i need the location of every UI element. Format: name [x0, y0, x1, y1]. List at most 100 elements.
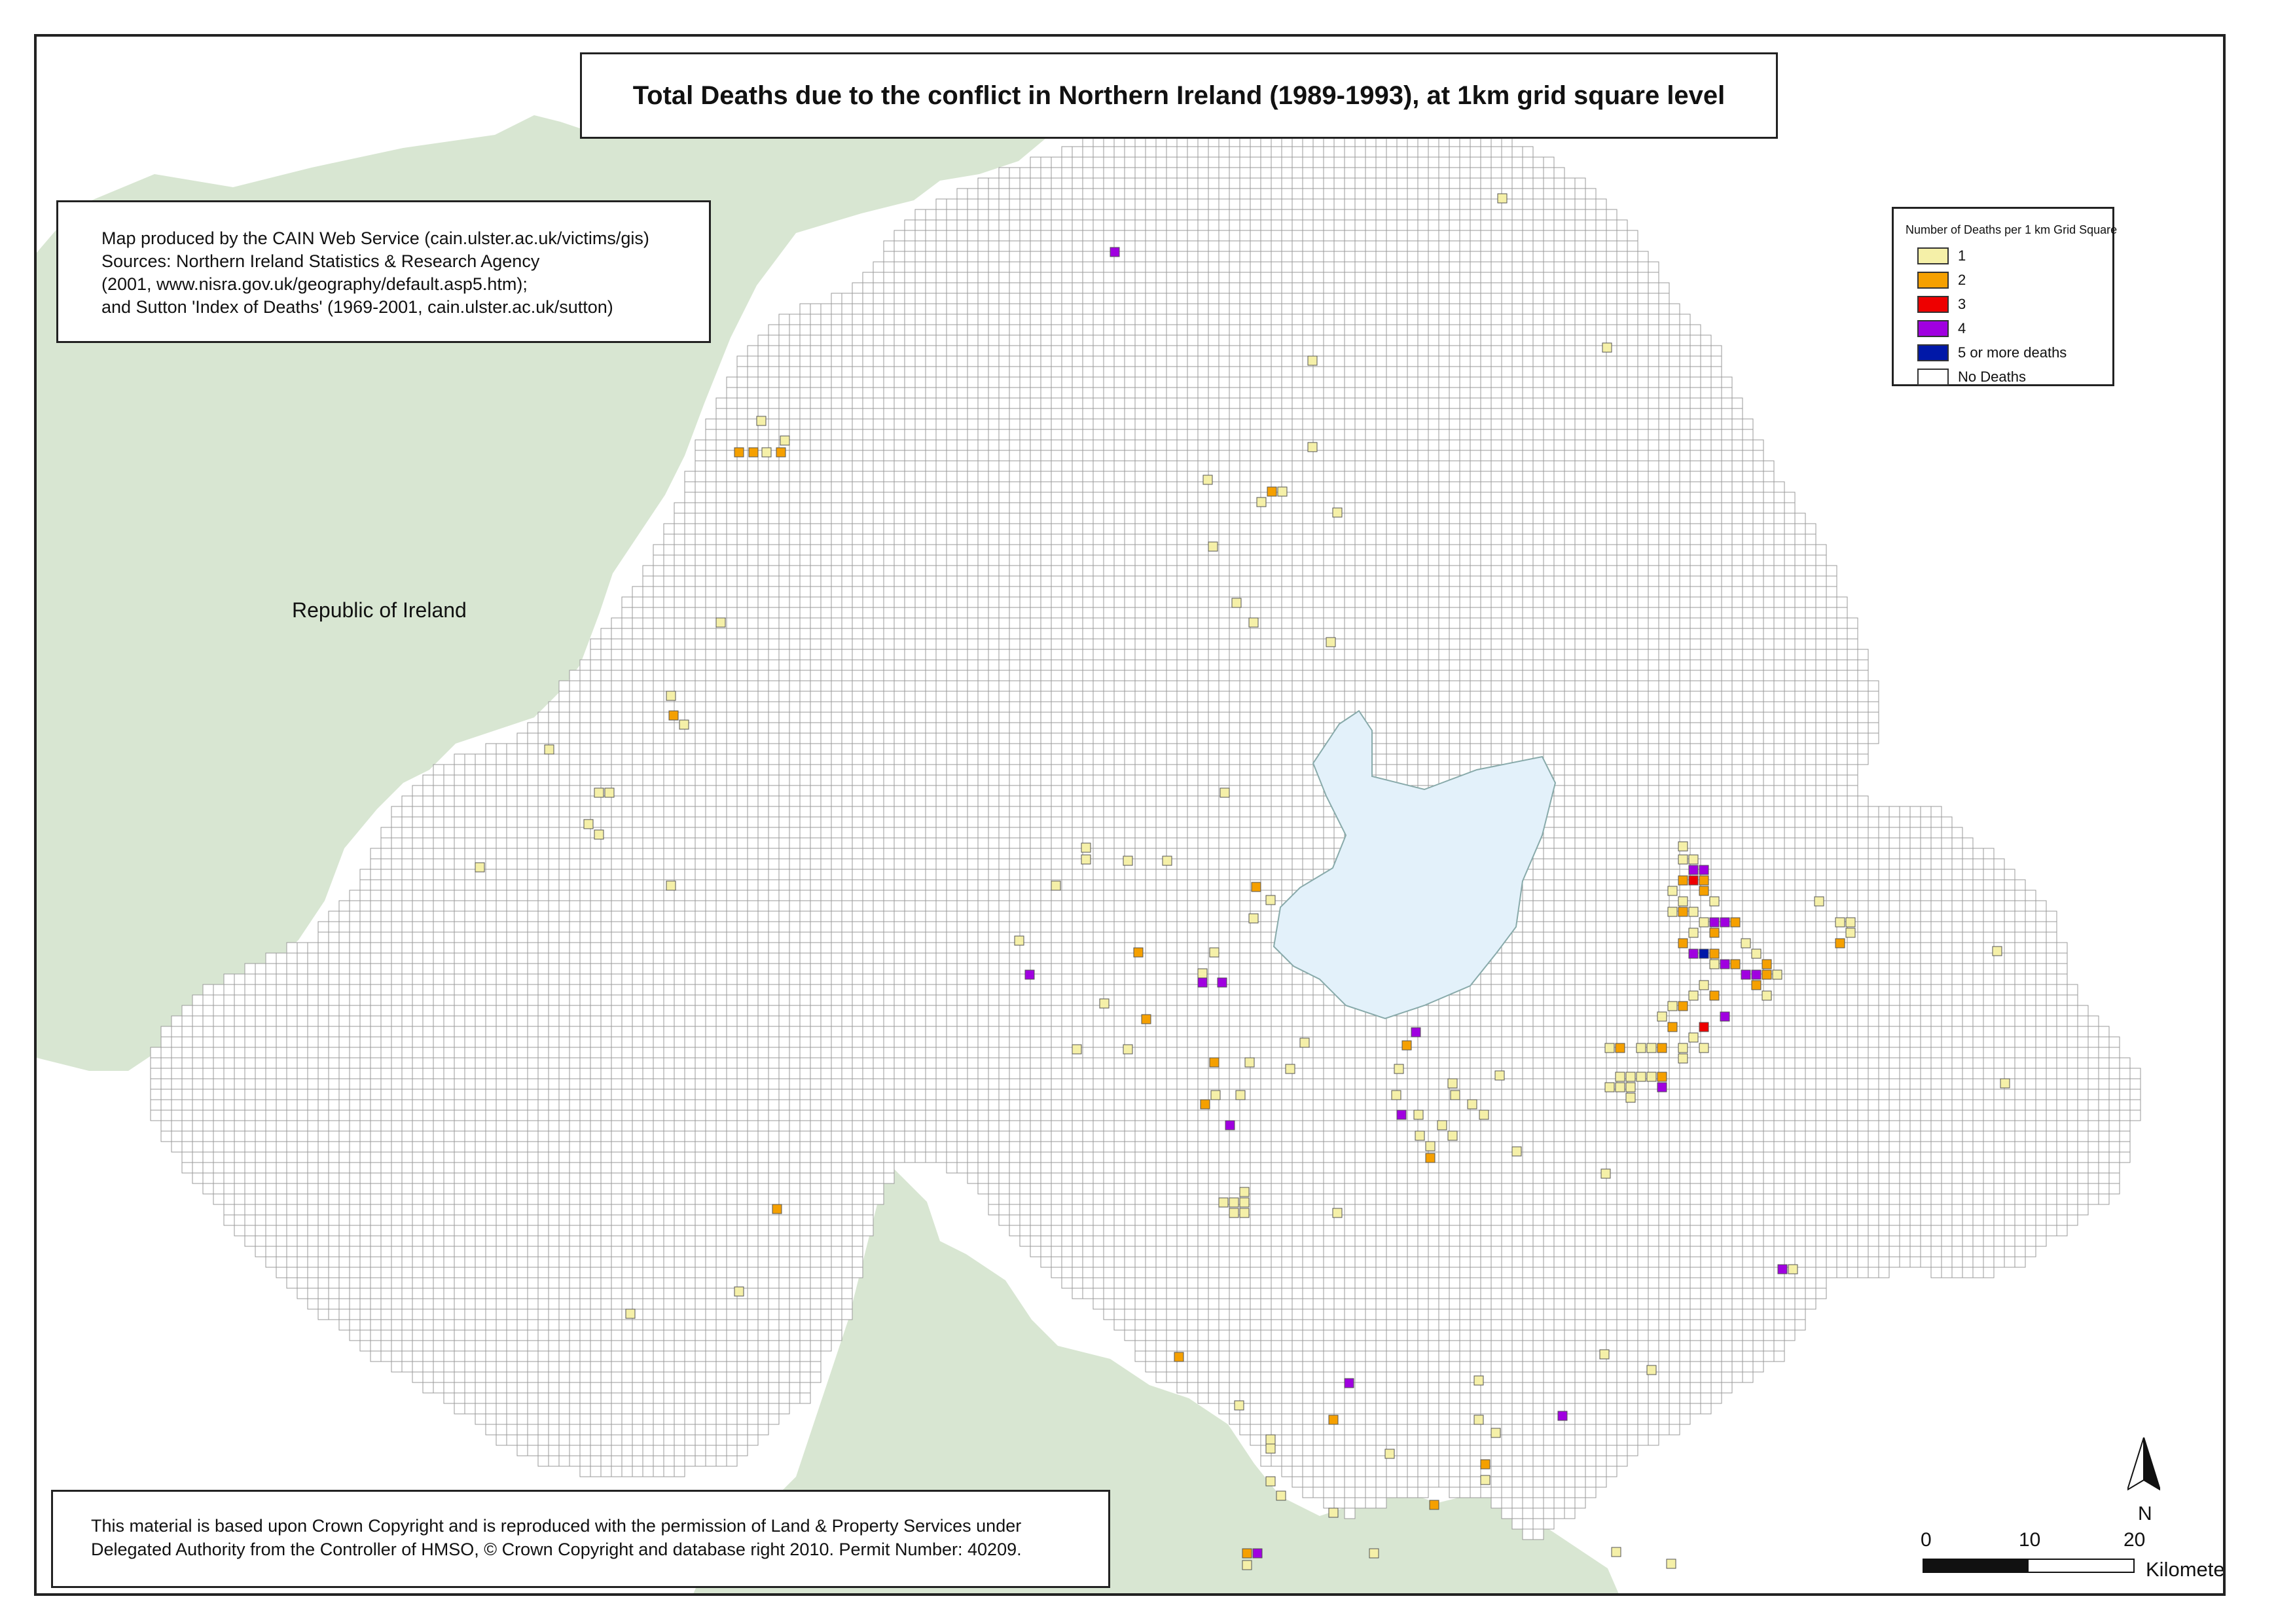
death-cell — [1599, 1349, 1610, 1360]
death-cell — [734, 447, 744, 458]
death-cell — [475, 862, 485, 873]
death-cell — [1210, 1090, 1221, 1100]
copyright-line: Delegated Authority from the Controller … — [91, 1540, 1022, 1559]
death-cell — [1666, 1559, 1676, 1569]
death-cell — [1646, 1043, 1657, 1053]
death-cell — [1344, 1378, 1354, 1388]
death-cell — [1494, 1070, 1505, 1081]
death-cell — [1678, 938, 1688, 948]
death-cell — [1256, 497, 1267, 507]
death-cell — [1720, 1011, 1730, 1022]
death-cell — [715, 617, 726, 628]
ni-grid — [150, 73, 2141, 1540]
death-cell — [1688, 865, 1699, 875]
death-cell — [1265, 1476, 1276, 1487]
legend-swatch — [1917, 295, 1949, 313]
death-cell — [1511, 1146, 1522, 1157]
legend-swatch — [1917, 271, 1949, 289]
death-cell — [1265, 1434, 1276, 1445]
death-cell — [1234, 1400, 1244, 1411]
death-cell — [1636, 1072, 1646, 1082]
death-cell — [1667, 886, 1678, 896]
death-cell — [1762, 990, 1772, 1001]
death-cell — [1267, 486, 1277, 497]
death-cell — [1688, 948, 1699, 959]
death-cell — [1699, 917, 1709, 928]
death-cell — [1220, 787, 1230, 798]
death-cell — [1209, 1057, 1220, 1068]
legend-label: 4 — [1958, 319, 1966, 336]
death-cell — [1239, 1197, 1250, 1208]
legend-label: No Deaths — [1958, 368, 2026, 385]
death-cell — [1611, 1547, 1621, 1557]
death-cell — [1709, 896, 1720, 907]
death-cell — [1413, 1110, 1424, 1120]
title-box: Total Deaths due to the conflict in Nort… — [580, 52, 1778, 139]
death-cell — [772, 1204, 782, 1214]
death-cell — [1678, 854, 1688, 865]
death-cell — [1467, 1099, 1477, 1110]
death-cell — [1437, 1120, 1447, 1130]
death-cell — [1229, 1197, 1239, 1208]
roi-label: Republic of Ireland — [292, 598, 467, 622]
death-cell — [1788, 1264, 1798, 1274]
death-cell — [1197, 968, 1208, 979]
death-cell — [1276, 1490, 1286, 1501]
death-cell — [1678, 875, 1688, 886]
death-cell — [1248, 617, 1259, 628]
death-cell — [1209, 947, 1220, 958]
death-cell — [1688, 990, 1699, 1001]
death-cell — [1688, 907, 1699, 917]
death-cell — [1202, 475, 1213, 485]
death-cell — [1667, 1001, 1678, 1011]
legend-swatch — [1917, 247, 1949, 264]
death-cell — [1699, 865, 1709, 875]
death-cell — [1709, 948, 1720, 959]
death-cell — [1777, 1264, 1788, 1274]
death-cell — [734, 1286, 744, 1297]
death-cell — [1762, 959, 1772, 969]
death-cell — [1678, 841, 1688, 852]
death-cell — [1646, 1365, 1657, 1375]
death-cell — [1625, 1072, 1636, 1082]
legend-item: 2 — [1906, 268, 2112, 292]
death-cell — [1024, 969, 1035, 980]
credit-line: Map produced by the CAIN Web Service (ca… — [101, 228, 649, 248]
death-cell — [1751, 948, 1762, 959]
credit-line: (2001, www.nisra.gov.uk/geography/defaul… — [101, 274, 528, 294]
death-cell — [1604, 1082, 1615, 1092]
death-cell — [1688, 854, 1699, 865]
death-cell — [1244, 1057, 1255, 1068]
lough-neagh — [1273, 710, 1557, 1020]
death-cell — [1141, 1014, 1151, 1024]
death-cell — [1162, 856, 1172, 866]
death-cell — [1123, 856, 1133, 866]
legend-label: 1 — [1958, 247, 1966, 264]
death-cell — [1657, 1082, 1667, 1092]
death-cell — [1099, 998, 1110, 1009]
death-cell — [1081, 842, 1091, 853]
death-cell — [1248, 913, 1259, 924]
scale-tick-label: 0 — [1921, 1529, 1932, 1551]
death-cell — [666, 691, 676, 701]
death-cell — [604, 787, 615, 798]
legend-item: No Deaths — [1906, 365, 2112, 389]
death-cell — [1615, 1043, 1625, 1053]
legend-title: Number of Deaths per 1 km Grid Square — [1906, 223, 2118, 236]
death-cell — [1709, 990, 1720, 1001]
death-cell — [625, 1308, 636, 1319]
death-cell — [1197, 977, 1208, 988]
map-frame: Total Deaths due to the conflict in Nort… — [34, 34, 2226, 1596]
death-cell — [1720, 917, 1730, 928]
death-cell — [1600, 1168, 1611, 1179]
death-cell — [1218, 1197, 1229, 1208]
death-cell — [1200, 1099, 1210, 1110]
credit-line: Sources: Northern Ireland Statistics & R… — [101, 251, 540, 271]
death-cell — [1394, 1064, 1404, 1074]
death-cell — [1133, 947, 1144, 958]
death-cell — [780, 435, 790, 446]
death-cell — [1678, 1053, 1688, 1064]
death-cell — [1625, 1082, 1636, 1092]
copyright-line: This material is based upon Crown Copyri… — [91, 1516, 1022, 1536]
death-cell — [1307, 355, 1318, 366]
